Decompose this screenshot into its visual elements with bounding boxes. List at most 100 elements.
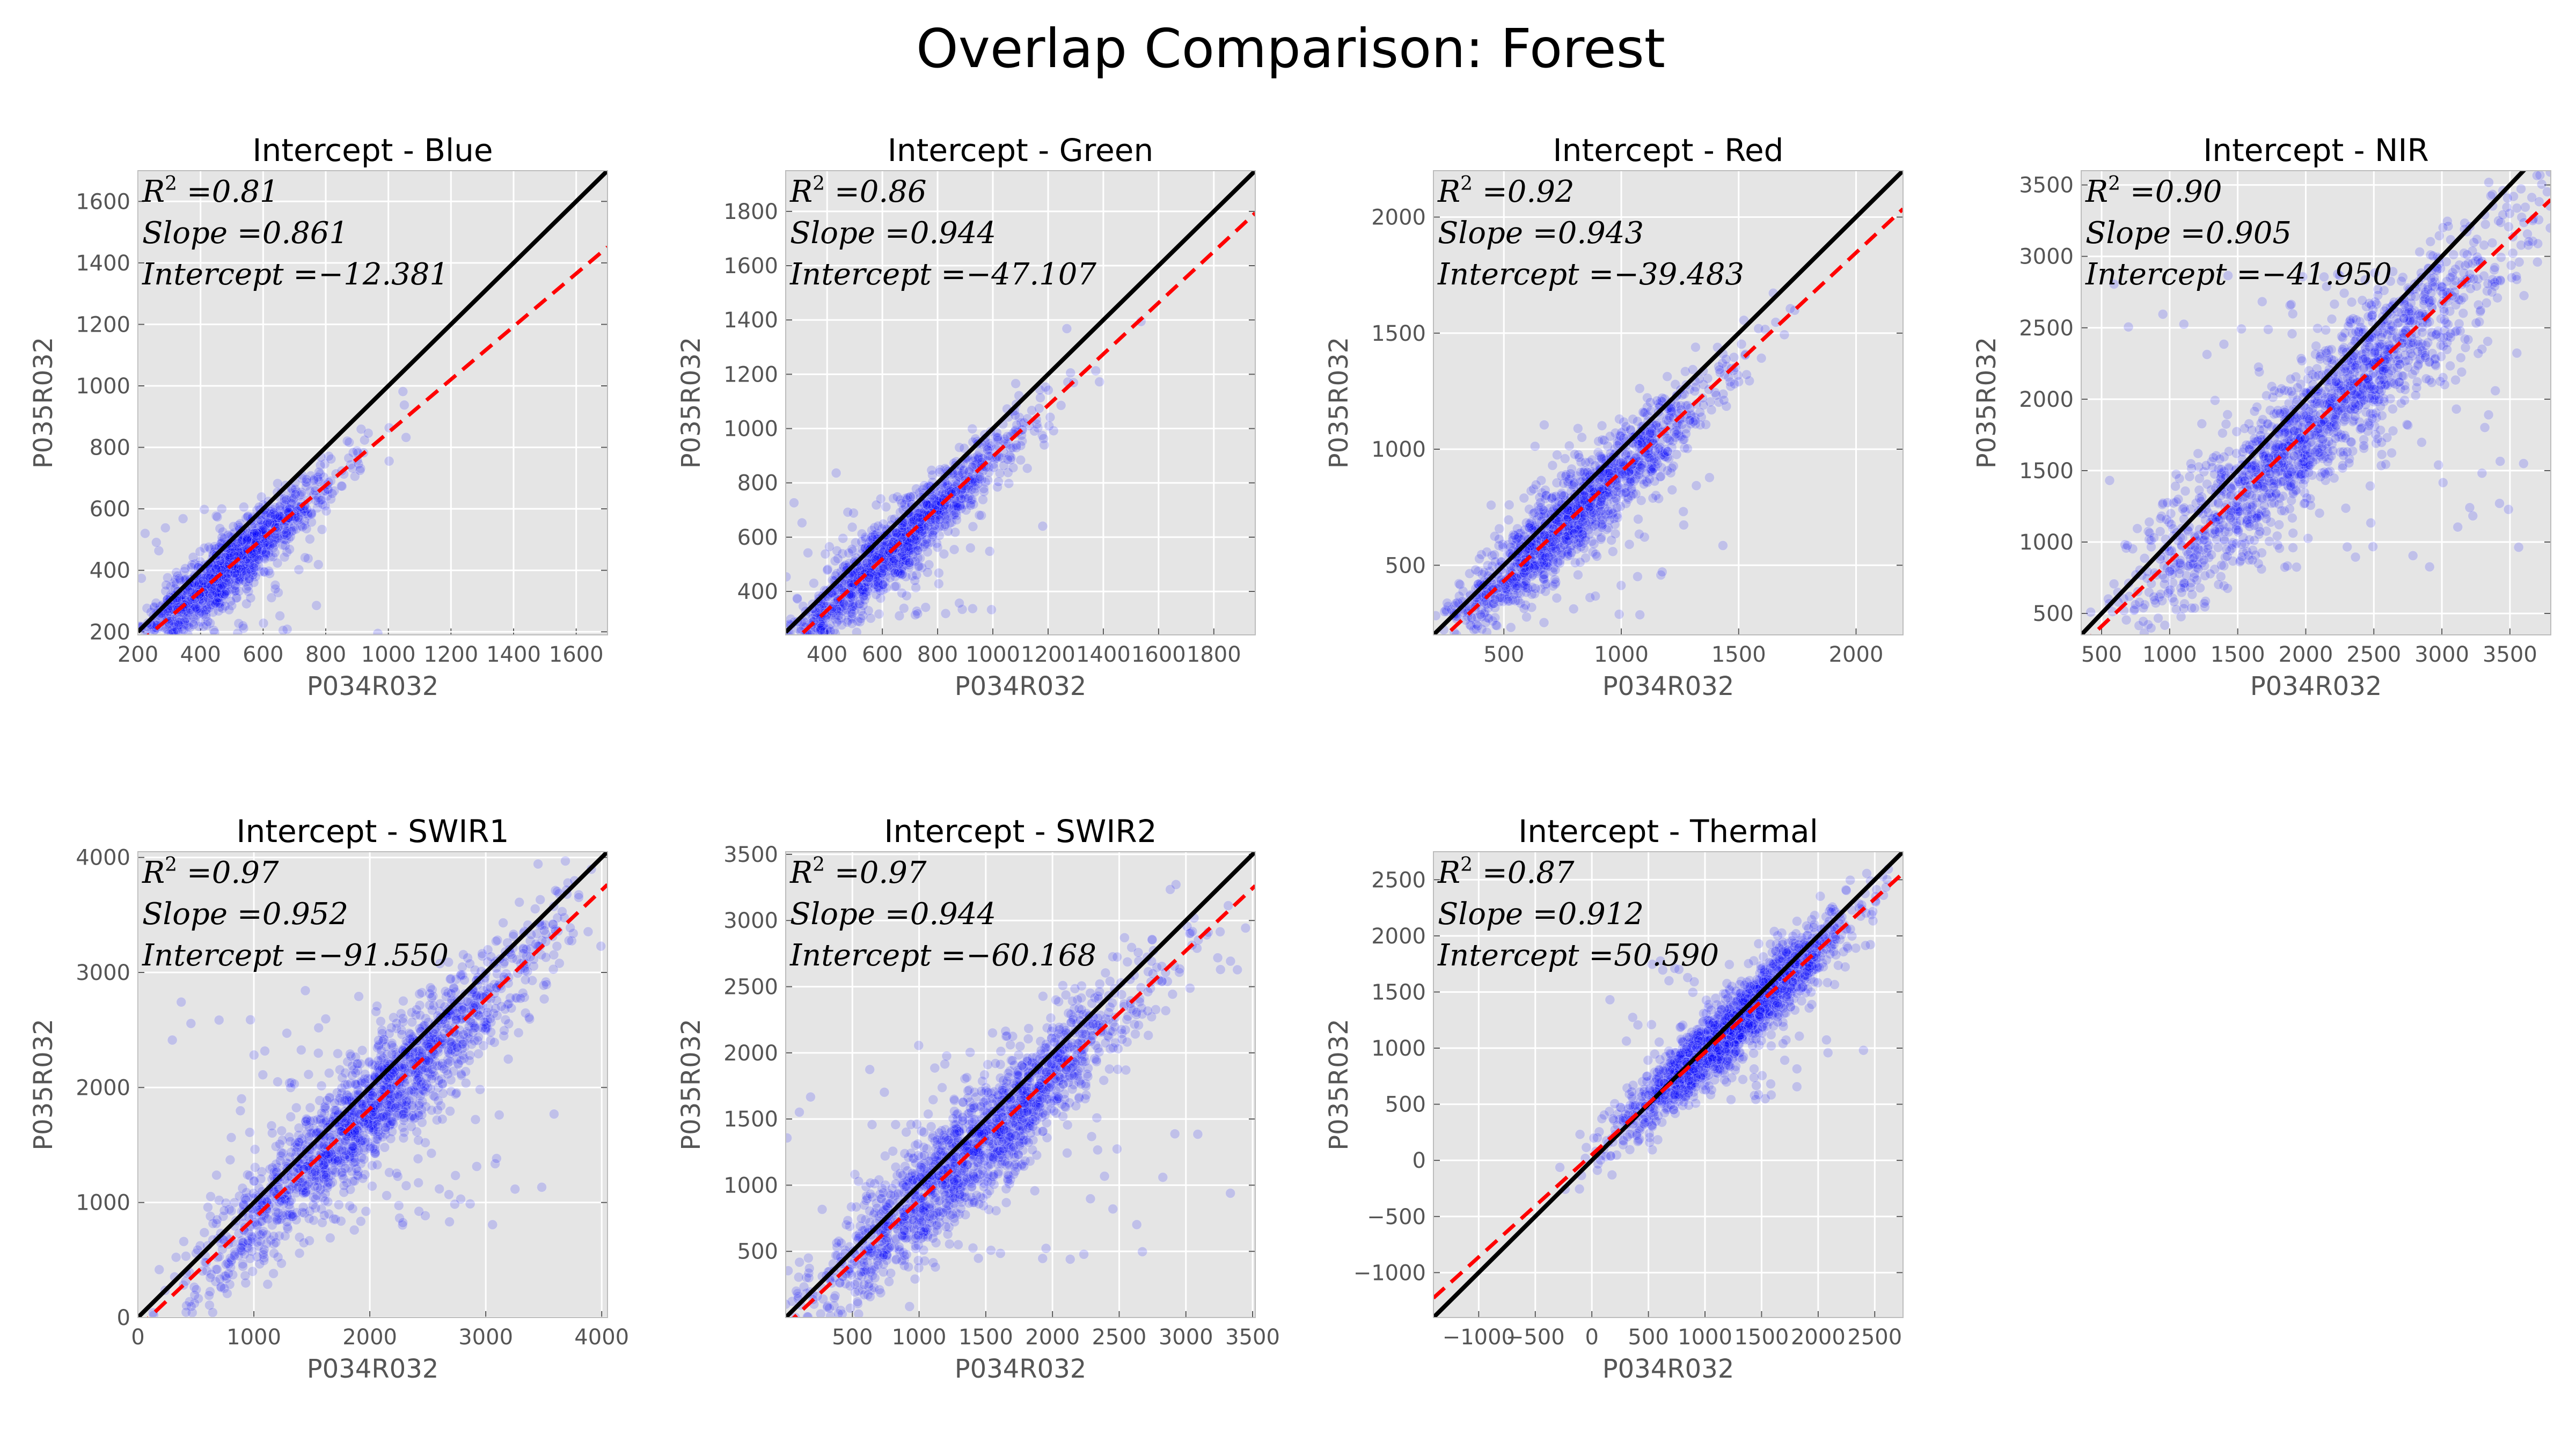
- scatter-point: [847, 522, 858, 532]
- scatter-point: [282, 526, 292, 537]
- scatter-point: [177, 610, 188, 621]
- scatter-point: [259, 552, 269, 563]
- y-tick-label: 1600: [76, 189, 130, 214]
- scatter-point: [232, 546, 243, 557]
- scatter-point: [1633, 439, 1644, 450]
- scatter-point: [822, 565, 833, 575]
- scatter-point: [270, 516, 281, 526]
- scatter-point: [239, 537, 250, 548]
- scatter-point: [1553, 557, 1563, 568]
- scatter-point: [399, 400, 409, 411]
- scatter-point: [292, 513, 303, 523]
- scatter-point: [149, 602, 159, 613]
- scatter-point: [303, 553, 313, 564]
- scatter-point: [197, 603, 208, 614]
- scatter-point: [1004, 478, 1014, 489]
- scatter-point: [1634, 529, 1644, 539]
- scatter-point: [172, 624, 182, 634]
- scatter-point: [321, 506, 332, 516]
- scatter-point: [254, 548, 265, 559]
- slope-label: Slope =0.943: [1438, 216, 1644, 251]
- scatter-point: [927, 530, 938, 540]
- scatter-point: [221, 552, 232, 563]
- scatter-point: [189, 582, 200, 593]
- y-tick-label: 1500: [1371, 321, 1426, 346]
- scatter-point: [188, 611, 199, 622]
- scatter-point: [255, 566, 266, 577]
- scatter-point: [851, 627, 862, 635]
- scatter-point: [192, 604, 202, 614]
- scatter-point: [1580, 535, 1591, 546]
- scatter-point: [933, 579, 944, 589]
- scatter-point: [345, 459, 356, 470]
- scatter-point: [184, 603, 194, 614]
- scatter-point: [238, 563, 248, 574]
- scatter-point: [268, 509, 279, 519]
- scatter-point: [2480, 219, 2491, 230]
- scatter-point: [1634, 383, 1645, 394]
- scatter-point: [2416, 437, 2427, 448]
- scatter-point: [210, 595, 221, 606]
- scatter-point: [219, 557, 230, 568]
- scatter-point: [1635, 610, 1645, 620]
- scatter-point: [1503, 596, 1513, 606]
- scatter-point: [265, 517, 275, 528]
- scatter-point: [199, 543, 210, 553]
- scatter-point: [1511, 581, 1521, 591]
- scatter-point: [182, 589, 193, 599]
- scatter-point: [200, 605, 210, 616]
- scatter-point: [232, 628, 243, 635]
- scatter-point: [2287, 328, 2297, 339]
- scatter-point: [796, 517, 807, 528]
- scatter-point: [1678, 506, 1689, 517]
- scatter-point: [205, 618, 216, 628]
- scatter-point: [215, 523, 225, 534]
- scatter-point: [239, 540, 250, 551]
- scatter-point: [214, 588, 225, 599]
- scatter-point: [241, 561, 252, 572]
- scatter-point: [244, 576, 254, 587]
- scatter-point: [974, 510, 985, 521]
- scatter-point: [190, 600, 201, 611]
- y-tick-label: 800: [737, 471, 778, 496]
- scatter-point: [171, 619, 181, 630]
- scatter-point: [167, 628, 177, 635]
- x-tick-label: 800: [305, 642, 346, 667]
- scatter-point: [247, 570, 258, 581]
- x-tick-label: 800: [917, 642, 958, 667]
- scatter-point: [1596, 532, 1607, 543]
- scatter-point: [247, 559, 258, 569]
- scatter-point: [1714, 364, 1725, 375]
- scatter-point: [242, 533, 253, 544]
- scatter-point: [210, 584, 221, 595]
- scatter-point: [246, 557, 257, 567]
- scatter-point: [247, 567, 258, 577]
- scatter-point: [149, 602, 160, 612]
- scatter-point: [208, 625, 219, 635]
- scatter-point: [185, 622, 195, 633]
- scatter-point: [401, 432, 412, 443]
- x-tick-label: 1400: [486, 642, 541, 667]
- scatter-point: [242, 528, 253, 539]
- scatter-point: [215, 589, 225, 599]
- scatter-point: [969, 487, 980, 497]
- x-tick-label: 1500: [1711, 642, 1766, 667]
- scatter-point: [260, 521, 270, 532]
- y-axis-label: P035R032: [1324, 337, 1354, 469]
- y-tick-label: 1800: [723, 200, 778, 224]
- scatter-point: [238, 561, 248, 571]
- scatter-point: [1612, 502, 1622, 513]
- scatter-point: [285, 523, 296, 534]
- scatter-point: [881, 502, 891, 513]
- scatter-point: [234, 572, 245, 583]
- x-tick-label: 2000: [1829, 642, 1884, 667]
- scatter-point: [234, 571, 245, 582]
- scatter-point: [211, 598, 222, 609]
- scatter-point: [245, 560, 255, 570]
- scatter-point: [248, 560, 259, 570]
- scatter-point: [219, 589, 230, 599]
- scatter-point: [873, 521, 883, 531]
- scatter-point: [224, 604, 235, 615]
- scatter-point: [208, 564, 218, 574]
- x-tick-label: 1000: [1594, 642, 1649, 667]
